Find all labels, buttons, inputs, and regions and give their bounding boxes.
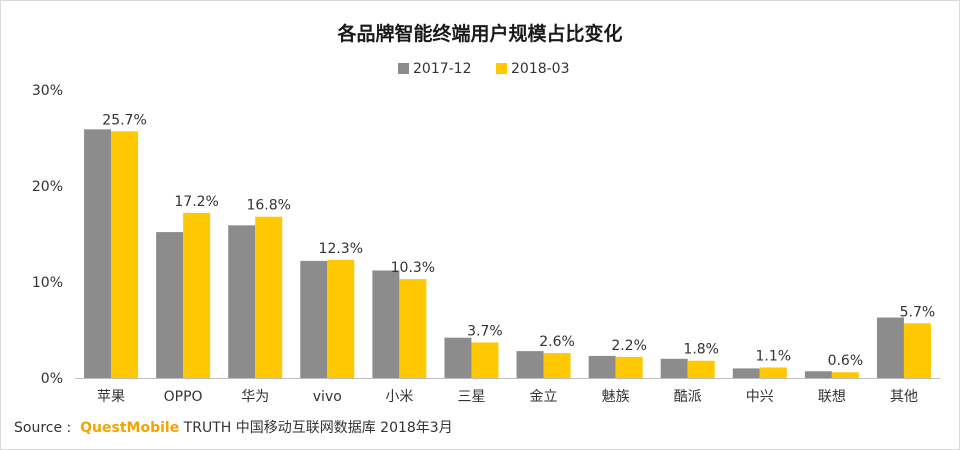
x-tick-label: 苹果 bbox=[97, 389, 125, 405]
x-tick-label: 华为 bbox=[241, 389, 269, 405]
legend-swatch-2 bbox=[496, 63, 507, 74]
bar-2018-03 bbox=[111, 131, 139, 378]
x-tick-label: 小米 bbox=[385, 389, 413, 405]
legend-label-1: 2017-12 bbox=[413, 61, 472, 77]
x-tick-label: 魅族 bbox=[602, 389, 630, 405]
source-prefix: Source : bbox=[14, 420, 81, 436]
bar-2018-03 bbox=[255, 216, 283, 378]
source-note: Source : QuestMobile TRUTH 中国移动互联网数据库 20… bbox=[14, 417, 453, 437]
x-tick-label: vivo bbox=[313, 389, 342, 405]
bar-2018-03 bbox=[327, 259, 355, 378]
bar-2017-12 bbox=[372, 270, 400, 378]
bar-2018-03 bbox=[183, 212, 211, 378]
x-tick-label: 金立 bbox=[530, 389, 558, 405]
bar-2018-03 bbox=[399, 279, 427, 378]
data-label: 0.6% bbox=[828, 353, 864, 369]
bar-2017-12 bbox=[732, 368, 760, 378]
bar-2017-12 bbox=[300, 260, 328, 378]
bar-2017-12 bbox=[444, 337, 472, 378]
bar-2017-12 bbox=[84, 129, 112, 378]
bar-2017-12 bbox=[156, 232, 184, 378]
legend-swatch-1 bbox=[398, 63, 409, 74]
bar-2018-03 bbox=[615, 356, 643, 378]
x-tick-label: 中兴 bbox=[746, 389, 774, 405]
bar-2017-12 bbox=[588, 355, 616, 378]
bar-2017-12 bbox=[876, 317, 904, 378]
bar-2017-12 bbox=[660, 358, 688, 378]
bar-2018-03 bbox=[471, 342, 499, 378]
data-label: 12.3% bbox=[319, 241, 363, 257]
bar-2018-03 bbox=[759, 367, 787, 378]
data-label: 25.7% bbox=[102, 112, 146, 128]
bar-2018-03 bbox=[543, 353, 571, 378]
bar-2017-12 bbox=[228, 225, 256, 378]
data-label: 2.6% bbox=[539, 334, 575, 350]
data-label: 17.2% bbox=[174, 194, 218, 210]
chart-title: 各品牌智能终端用户规模占比变化 bbox=[336, 22, 622, 45]
source-brand: QuestMobile bbox=[80, 420, 180, 436]
legend-label-2: 2018-03 bbox=[511, 61, 570, 77]
y-tick-label: 0% bbox=[41, 371, 63, 387]
source-suffix: TRUTH 中国移动互联网数据库 2018年3月 bbox=[179, 420, 453, 436]
data-label: 16.8% bbox=[246, 198, 290, 214]
x-tick-label: 酷派 bbox=[674, 389, 702, 405]
x-tick-label: OPPO bbox=[164, 389, 203, 405]
bar-2017-12 bbox=[516, 351, 544, 378]
y-tick-label: 10% bbox=[32, 275, 63, 291]
x-tick-label: 联想 bbox=[818, 389, 846, 405]
data-label: 1.1% bbox=[756, 348, 792, 364]
data-label: 5.7% bbox=[900, 304, 936, 320]
data-label: 2.2% bbox=[611, 338, 647, 354]
x-tick-label: 其他 bbox=[890, 389, 918, 405]
bar-2017-12 bbox=[804, 371, 832, 378]
bar-2018-03 bbox=[687, 360, 715, 378]
data-label: 3.7% bbox=[467, 323, 503, 339]
data-label: 10.3% bbox=[391, 260, 435, 276]
y-tick-label: 30% bbox=[32, 83, 63, 99]
bar-2018-03 bbox=[831, 372, 859, 378]
x-tick-label: 三星 bbox=[457, 389, 485, 405]
bar-2018-03 bbox=[903, 323, 931, 378]
data-label: 1.8% bbox=[683, 342, 719, 358]
y-tick-label: 20% bbox=[32, 179, 63, 195]
